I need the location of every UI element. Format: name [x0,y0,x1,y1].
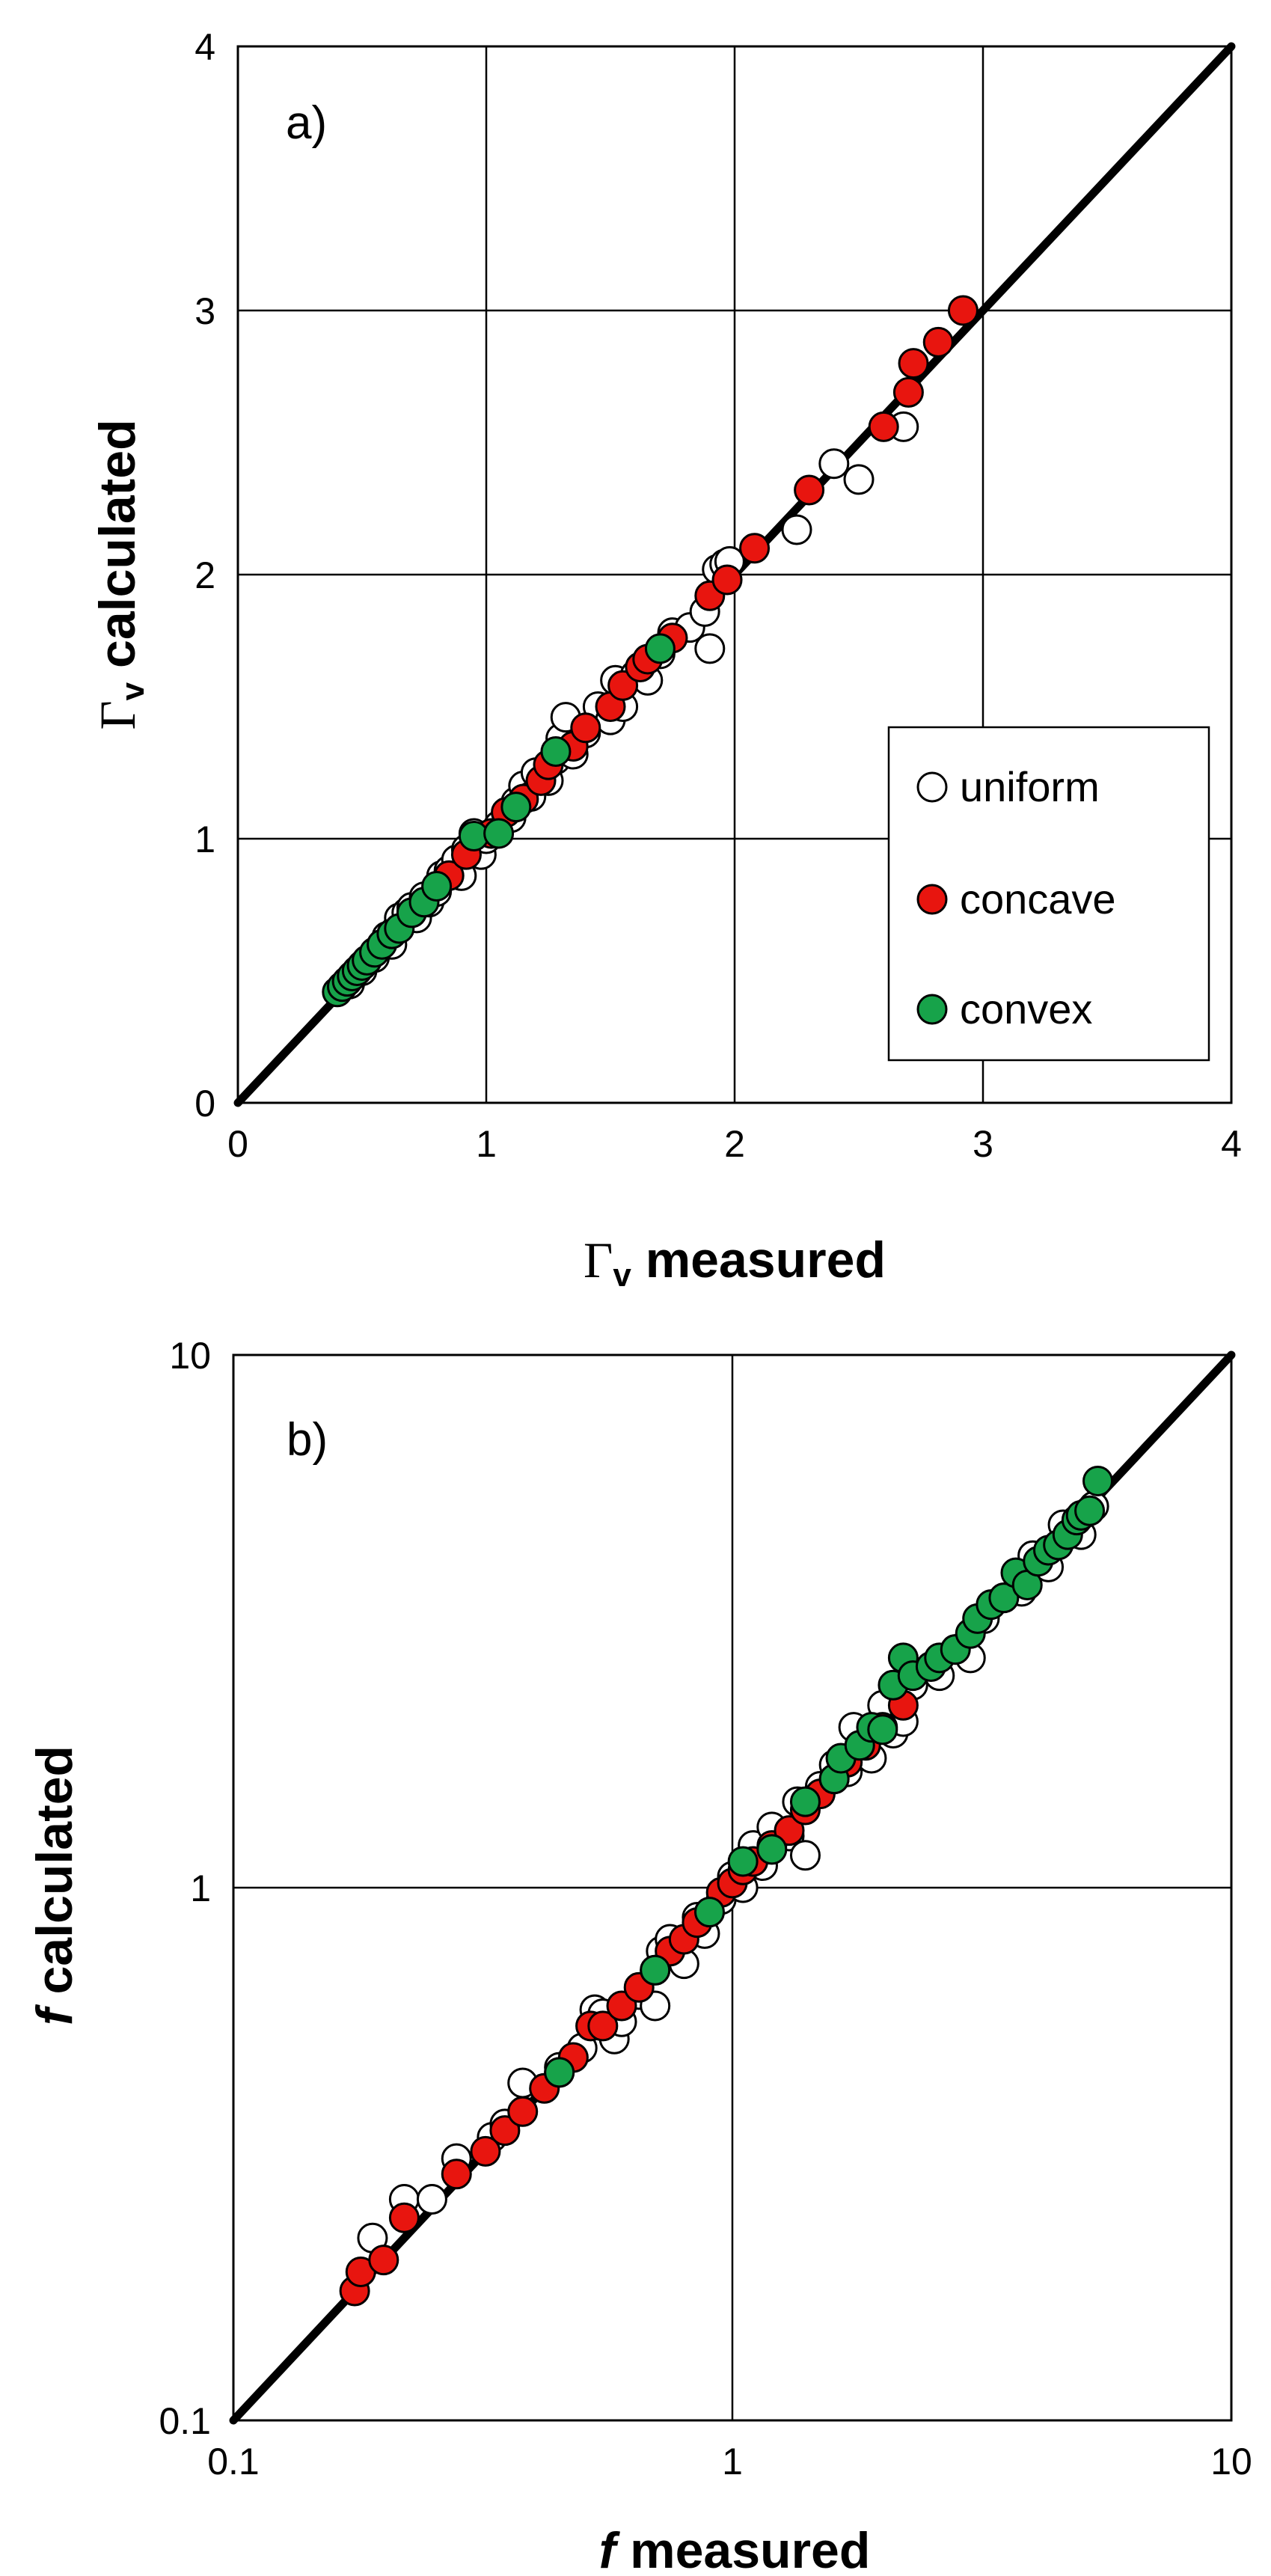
point-convex [867,1714,898,1746]
point-concave [711,564,743,596]
point-concave [794,474,825,506]
point-convex [756,1834,788,1865]
panel-a-x-ticks: 0 1 2 3 4 [227,1123,1242,1165]
legend-label-uniform: uniform [960,763,1100,810]
panel-a-x-tick-label: 4 [1221,1123,1242,1165]
panel-a-x-tick-label: 0 [227,1123,248,1165]
panel-a-y-axis-label: Γv calculated [89,419,151,729]
panel-b-y-tick-label: 0.1 [159,2400,211,2442]
panel-a-x-tick-label: 1 [476,1123,497,1165]
point-concave [441,2159,472,2190]
point-convex [1082,1465,1114,1496]
panel-a-label: a) [286,97,327,149]
panel-a-y-ticks: 0 1 2 3 4 [195,26,215,1125]
panel-b-x-tick-label: 10 [1210,2441,1252,2482]
legend-marker-uniform [916,771,948,803]
panel-b-x-tick-label: 1 [722,2441,743,2482]
panel-a-y-tick-label: 3 [195,290,215,332]
point-convex [544,2057,575,2088]
point-uniform [416,2184,447,2215]
point-convex [1074,1495,1106,1526]
panel-b-x-tick-label: 0.1 [207,2441,260,2482]
point-convex [988,1582,1020,1614]
panel-b-points [339,1465,1114,2307]
point-concave [922,326,954,358]
panel-a-x-axis-label: Γv measured [584,1232,886,1294]
panel-a-y-tick-label: 2 [195,554,215,596]
panel-b-label: b) [287,1414,328,1466]
panel-a-x-tick-label: 2 [724,1123,745,1165]
panel-b: 0.1 1 10 0.1 1 10 b) f measured f calculated [26,1335,1252,2576]
point-concave [587,2010,619,2042]
panel-b-y-tick-label: 10 [169,1335,211,1377]
point-concave [570,712,601,744]
point-concave [470,2135,501,2167]
point-convex [644,633,676,664]
point-concave [892,376,924,408]
point-convex [640,1954,671,1986]
point-convex [540,736,572,768]
legend-label-concave: concave [960,875,1116,923]
point-convex [500,792,532,823]
panel-b-y-tick-label: 1 [190,1867,211,1909]
point-concave [898,348,929,379]
panel-b-x-ticks: 0.1 1 10 [207,2441,1252,2482]
point-convex [693,1897,725,1928]
point-uniform [781,514,812,545]
panel-a-y-tick-label: 0 [195,1083,215,1125]
panel-a-frame [236,45,1233,1104]
point-concave [739,533,771,564]
legend-marker-concave [916,884,948,915]
panel-a-points [322,295,978,1008]
point-concave [868,411,899,442]
panel-b-frame [232,1353,1233,2422]
point-convex [421,871,453,902]
panel-a-y-tick-label: 1 [195,819,215,860]
panel-b-x-axis-label: f measured [599,2522,871,2576]
panel-a-x-tick-label: 3 [973,1123,993,1165]
legend-label-convex: convex [960,985,1092,1032]
point-concave [507,2096,539,2127]
point-uniform [694,633,726,664]
point-concave [947,295,978,326]
point-concave [489,2115,521,2147]
panel-b-y-axis-label: f calculated [26,1746,83,2025]
point-convex [789,1786,821,1817]
panel-b-y-ticks: 0.1 1 10 [159,1335,211,2442]
point-uniform [789,1840,821,1871]
point-convex [483,818,515,849]
point-concave [388,2202,420,2233]
panel-a: 0 1 2 3 4 0 1 2 3 4 a) uniform concave convex Γv… [89,26,1242,1294]
point-concave [368,2245,399,2276]
legend-marker-convex [916,994,948,1025]
point-concave [774,1815,805,1847]
point-uniform [843,464,875,495]
legend: uniform concave convex [887,726,1210,1062]
point-convex [727,1846,759,1877]
point-uniform [818,448,850,480]
panel-a-y-tick-label: 4 [195,26,215,68]
